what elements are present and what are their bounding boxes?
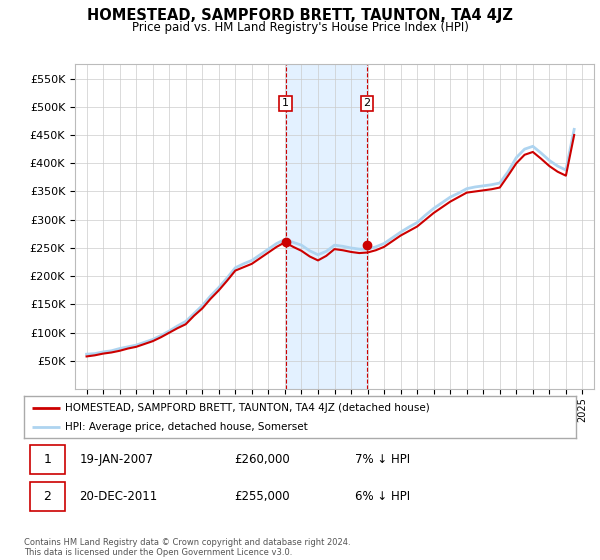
FancyBboxPatch shape [29, 483, 65, 511]
Text: 2: 2 [364, 99, 371, 109]
Text: Contains HM Land Registry data © Crown copyright and database right 2024.
This d: Contains HM Land Registry data © Crown c… [24, 538, 350, 557]
Text: 20-DEC-2011: 20-DEC-2011 [79, 491, 157, 503]
Text: HOMESTEAD, SAMPFORD BRETT, TAUNTON, TA4 4JZ (detached house): HOMESTEAD, SAMPFORD BRETT, TAUNTON, TA4 … [65, 403, 430, 413]
Text: 7% ↓ HPI: 7% ↓ HPI [355, 453, 410, 466]
Text: 1: 1 [44, 453, 52, 466]
Text: 2: 2 [44, 491, 52, 503]
Text: £255,000: £255,000 [234, 491, 289, 503]
FancyBboxPatch shape [29, 445, 65, 474]
Bar [286, 64, 367, 389]
Text: 6% ↓ HPI: 6% ↓ HPI [355, 491, 410, 503]
Text: HPI: Average price, detached house, Somerset: HPI: Average price, detached house, Some… [65, 422, 308, 432]
Text: HOMESTEAD, SAMPFORD BRETT, TAUNTON, TA4 4JZ: HOMESTEAD, SAMPFORD BRETT, TAUNTON, TA4 … [87, 8, 513, 24]
Text: 19-JAN-2007: 19-JAN-2007 [79, 453, 153, 466]
Text: Price paid vs. HM Land Registry's House Price Index (HPI): Price paid vs. HM Land Registry's House … [131, 21, 469, 34]
Text: 1: 1 [282, 99, 289, 109]
Text: £260,000: £260,000 [234, 453, 290, 466]
